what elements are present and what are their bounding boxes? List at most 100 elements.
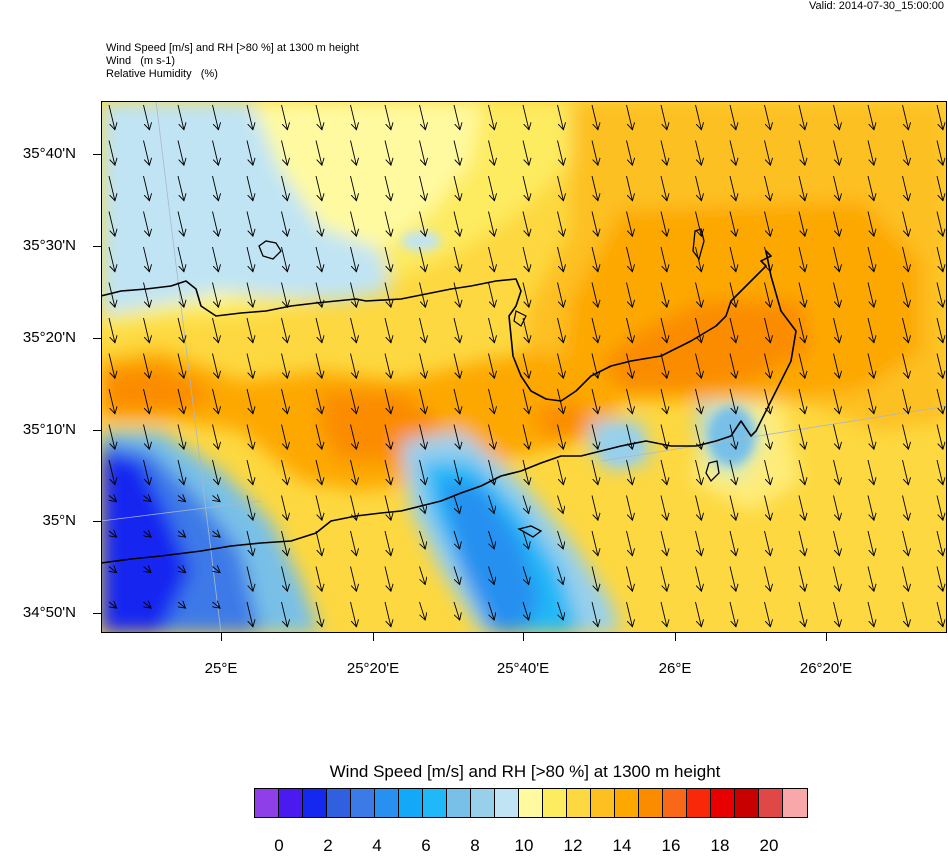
wind-arrow xyxy=(453,566,460,585)
wind-arrow xyxy=(902,459,909,485)
wind-arrow xyxy=(109,602,117,608)
wind-arrow xyxy=(936,211,943,237)
wind-arrow xyxy=(798,211,805,237)
wind-arrow xyxy=(453,140,460,166)
wind-arrow xyxy=(764,388,771,414)
wind-arrow xyxy=(384,601,391,627)
wind-arrow xyxy=(660,246,667,272)
wind-arrow xyxy=(902,317,909,343)
wind-arrow xyxy=(488,459,495,485)
lon-label-25-40: 25°40'E xyxy=(496,660,550,677)
lon-tick xyxy=(826,633,827,641)
wind-arrow xyxy=(626,104,633,130)
wind-arrow xyxy=(315,353,322,379)
wind-arrow xyxy=(729,388,736,414)
wind-arrow xyxy=(591,353,598,379)
wind-arrow xyxy=(695,353,702,379)
wind-arrow xyxy=(833,353,840,379)
wind-arrow xyxy=(488,388,495,414)
wind-arrow xyxy=(419,459,426,485)
colorbar-swatch xyxy=(447,789,471,817)
wind-arrow xyxy=(143,104,150,130)
wind-arrow xyxy=(833,104,840,130)
wind-arrow xyxy=(177,211,184,237)
wind-arrow xyxy=(591,282,598,308)
wind-arrow xyxy=(936,175,943,201)
wind-arrow xyxy=(384,388,391,414)
wind-arrow xyxy=(108,140,115,166)
lon-tick xyxy=(523,633,524,641)
wind-arrow xyxy=(936,388,943,414)
wind-arrow xyxy=(246,175,253,201)
wind-arrow xyxy=(764,495,771,521)
wind-arrow xyxy=(281,530,288,556)
colorbar-swatch xyxy=(279,789,303,817)
wind-arrow xyxy=(729,282,736,308)
wind-arrow xyxy=(626,530,633,556)
wind-arrow xyxy=(108,246,115,272)
wind-arrow xyxy=(281,459,288,485)
wind-arrow xyxy=(315,495,322,521)
wind-arrow xyxy=(246,104,253,130)
wind-arrow xyxy=(729,175,736,201)
wind-arrow xyxy=(902,601,909,627)
wind-arrow xyxy=(798,424,805,450)
lat-label-35: 35°N xyxy=(42,512,76,529)
wind-arrow xyxy=(177,459,184,485)
wind-arrow xyxy=(522,388,529,414)
wind-arrow xyxy=(212,317,219,343)
wind-arrow xyxy=(936,424,943,450)
wind-arrow xyxy=(591,211,598,237)
wind-arrow xyxy=(212,353,219,379)
wind-arrow xyxy=(798,530,805,556)
colorbar-swatch xyxy=(375,789,399,817)
lon-label-26-20: 26°20'E xyxy=(799,660,853,677)
wind-arrow xyxy=(419,211,426,237)
lat-tick xyxy=(93,338,101,339)
wind-arrow xyxy=(695,282,702,308)
wind-arrow xyxy=(419,282,426,308)
wind-arrow xyxy=(729,317,736,343)
wind-arrow xyxy=(833,495,840,521)
wind-arrow xyxy=(729,211,736,237)
colorbar-title: Wind Speed [m/s] and RH [>80 %] at 1300 … xyxy=(329,762,721,781)
wind-arrow xyxy=(213,496,221,502)
wind-arrow xyxy=(246,388,253,414)
wind-arrow xyxy=(660,282,667,308)
wind-arrow xyxy=(695,601,702,627)
wind-arrow xyxy=(281,388,288,414)
wind-arrow xyxy=(488,424,495,450)
wind-arrow xyxy=(384,140,391,166)
wind-arrow xyxy=(315,175,322,201)
lat-tick xyxy=(93,613,101,614)
wind-arrow xyxy=(591,566,598,592)
wind-arrow xyxy=(729,459,736,485)
wind-arrow xyxy=(246,211,253,237)
wind-arrow xyxy=(626,601,633,627)
wind-arrow xyxy=(695,424,702,450)
wind-arrow xyxy=(798,282,805,308)
wind-arrow xyxy=(936,530,943,556)
lon-label-26: 26°E xyxy=(658,660,692,677)
wind-arrow xyxy=(453,353,460,379)
wind-arrow xyxy=(764,566,771,592)
wind-arrow xyxy=(384,566,391,592)
wind-arrow xyxy=(281,317,288,343)
wind-arrow xyxy=(764,459,771,485)
wind-arrow xyxy=(315,282,322,308)
wind-arrow xyxy=(143,175,150,201)
colorbar-label: 18 xyxy=(710,836,730,855)
wind-arrow xyxy=(246,353,253,379)
wind-arrow xyxy=(488,353,495,379)
colorbar-swatch xyxy=(255,789,279,817)
wind-arrow xyxy=(867,317,874,343)
wind-arrow xyxy=(729,246,736,272)
wind-arrow xyxy=(764,140,771,166)
wind-arrow xyxy=(902,140,909,166)
wind-arrow xyxy=(488,175,495,201)
wind-arrow xyxy=(488,566,495,585)
wind-arrow xyxy=(143,282,150,308)
colorbar-label: 6 xyxy=(421,836,431,855)
wind-arrow xyxy=(729,424,736,450)
colorbar-swatch xyxy=(327,789,351,817)
